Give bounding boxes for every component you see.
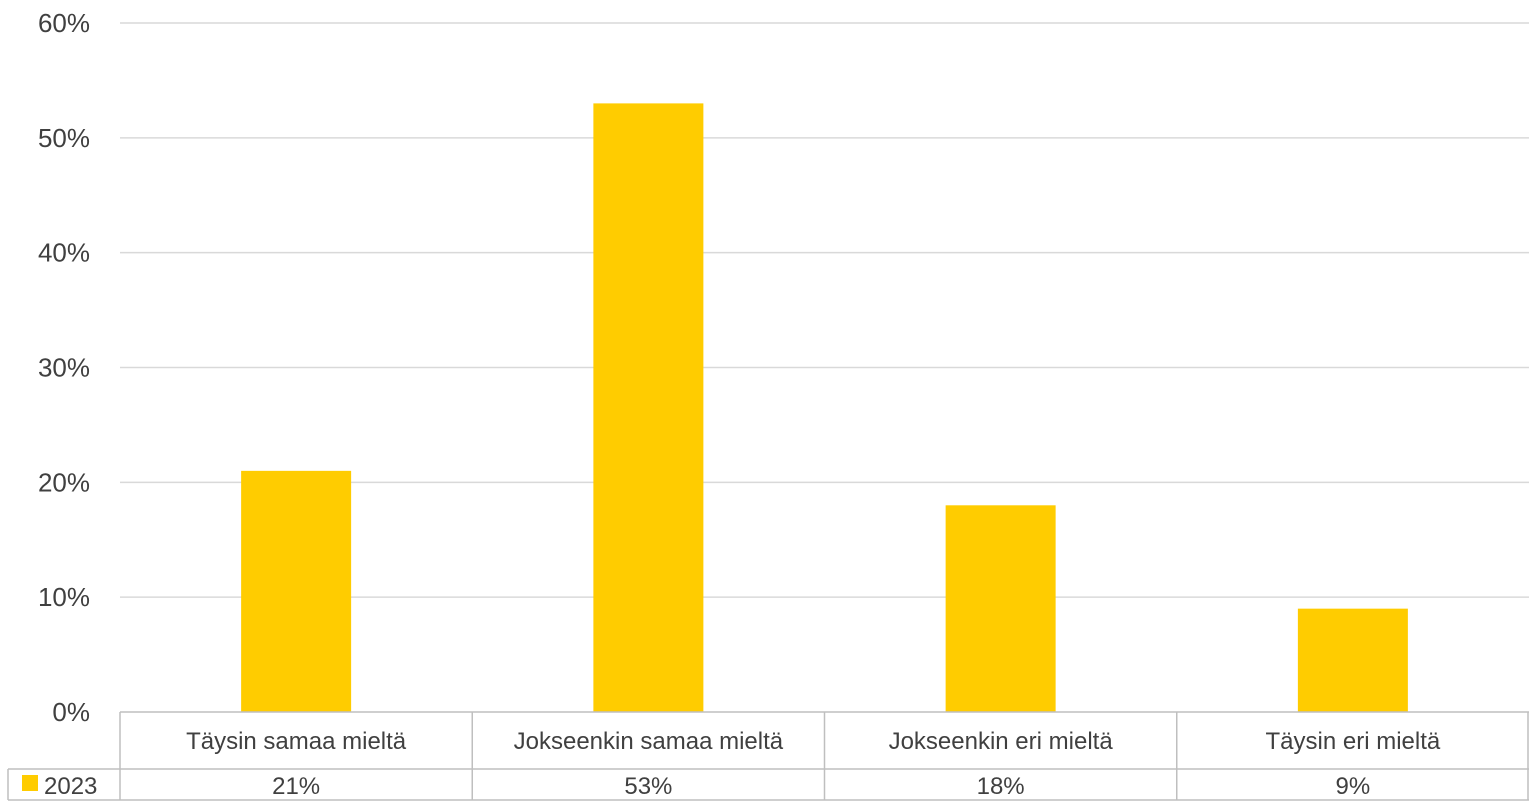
y-tick-label: 30% (38, 353, 90, 383)
data-table-value: 9% (1336, 773, 1371, 800)
bar-1 (241, 470, 352, 712)
y-tick-label: 50% (38, 123, 90, 153)
category-label: Täysin samaa mieltä (186, 728, 407, 755)
legend-swatch (22, 775, 38, 791)
y-tick-label: 20% (38, 467, 90, 497)
data-table-value: 18% (977, 773, 1025, 800)
bar-4 (1297, 608, 1408, 712)
y-tick-label: 60% (38, 8, 90, 38)
category-label: Jokseenkin samaa mieltä (514, 728, 784, 755)
data-table-value: 53% (624, 773, 672, 800)
data-table-value: 21% (272, 773, 320, 800)
legend-label: 2023 (44, 773, 97, 800)
gridlines (120, 22, 1529, 598)
category-label: Täysin eri mieltä (1266, 728, 1441, 755)
data-table: Täysin samaa mieltä 21% Jokseenkin samaa m… (7, 711, 1529, 801)
y-axis-tick-labels: 0% 10% 20% 30% 40% 50% 60% (38, 8, 90, 727)
y-tick-label: 40% (38, 238, 90, 268)
bar-2 (593, 103, 704, 713)
category-label: Jokseenkin eri mieltä (889, 728, 1114, 755)
y-tick-label: 0% (52, 697, 90, 727)
bars (241, 103, 1408, 713)
bar-3 (945, 505, 1056, 712)
y-tick-label: 10% (38, 582, 90, 612)
